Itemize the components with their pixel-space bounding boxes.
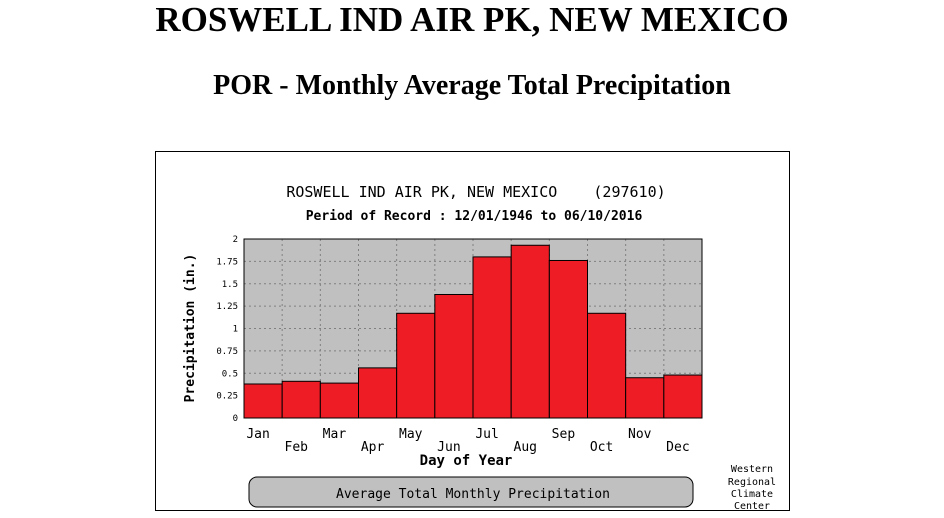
bar-aug [510, 244, 550, 419]
x-tick-label: Mar [323, 427, 347, 442]
bar-feb [281, 380, 321, 419]
bars [243, 244, 703, 419]
credit-line: Regional [728, 477, 776, 488]
credit-line: Western [731, 464, 773, 475]
x-tick-label: Aug [514, 440, 537, 455]
bar-jun [434, 293, 474, 419]
y-axis-ticks: 0 0.25 0.5 0.75 1 1.25 1.5 1.75 2 [216, 235, 238, 424]
x-tick-label: Apr [361, 440, 385, 455]
y-tick-label: 1.5 [222, 280, 238, 290]
bar-jul [472, 256, 512, 419]
x-tick-label: Dec [666, 440, 689, 455]
bar-nov [625, 377, 665, 419]
bar-jan [243, 383, 283, 419]
y-axis-label: Precipitation (in.) [183, 254, 198, 403]
x-axis-label: Day of Year [420, 453, 513, 469]
credit-line: Center [734, 501, 770, 510]
x-tick-label: Jul [475, 427, 498, 442]
chart-frame: ROSWELL IND AIR PK, NEW MEXICO (297610) … [155, 151, 790, 511]
bar-may [396, 312, 436, 419]
plot-border [243, 238, 703, 419]
credit-line: Climate [731, 489, 773, 500]
x-tick-label: May [399, 427, 423, 442]
legend-box [248, 476, 694, 508]
x-tick-label: Jan [246, 427, 269, 442]
bar-oct [587, 312, 627, 419]
precipitation-chart: ROSWELL IND AIR PK, NEW MEXICO (297610) … [183, 183, 776, 510]
bar-mar [319, 382, 359, 419]
y-tick-label: 1.75 [216, 257, 238, 267]
bar-apr [358, 367, 398, 419]
y-tick-label: 0.75 [216, 347, 238, 357]
bar-sep [548, 259, 589, 419]
y-tick-label: 0 [233, 414, 238, 424]
y-tick-label: 0.5 [222, 369, 238, 379]
x-tick-label: Oct [590, 440, 613, 455]
legend-label: Average Total Monthly Precipitation [336, 487, 610, 502]
x-tick-label: Sep [552, 427, 576, 442]
page-title: ROSWELL IND AIR PK, NEW MEXICO [155, 0, 789, 39]
x-tick-label: Jun [437, 440, 460, 455]
y-tick-label: 1.25 [216, 302, 238, 312]
x-axis-ticks: Jan Feb Mar Apr May Jun Jul Aug Sep Oct Nov Dec [246, 427, 689, 455]
y-tick-label: 2 [233, 235, 238, 245]
page-subtitle: POR - Monthly Average Total Precipitatio… [213, 70, 731, 101]
y-tick-label: 0.25 [216, 392, 238, 402]
bar-dec [663, 374, 703, 419]
x-tick-label: Feb [285, 440, 309, 455]
credit-logo: Western Regional Climate Center [728, 464, 776, 510]
chart-title: ROSWELL IND AIR PK, NEW MEXICO (297610) [286, 183, 665, 201]
chart-period-of-record: Period of Record : 12/01/1946 to 06/10/2… [306, 209, 643, 224]
x-tick-label: Nov [628, 427, 652, 442]
y-tick-label: 1 [233, 325, 238, 335]
